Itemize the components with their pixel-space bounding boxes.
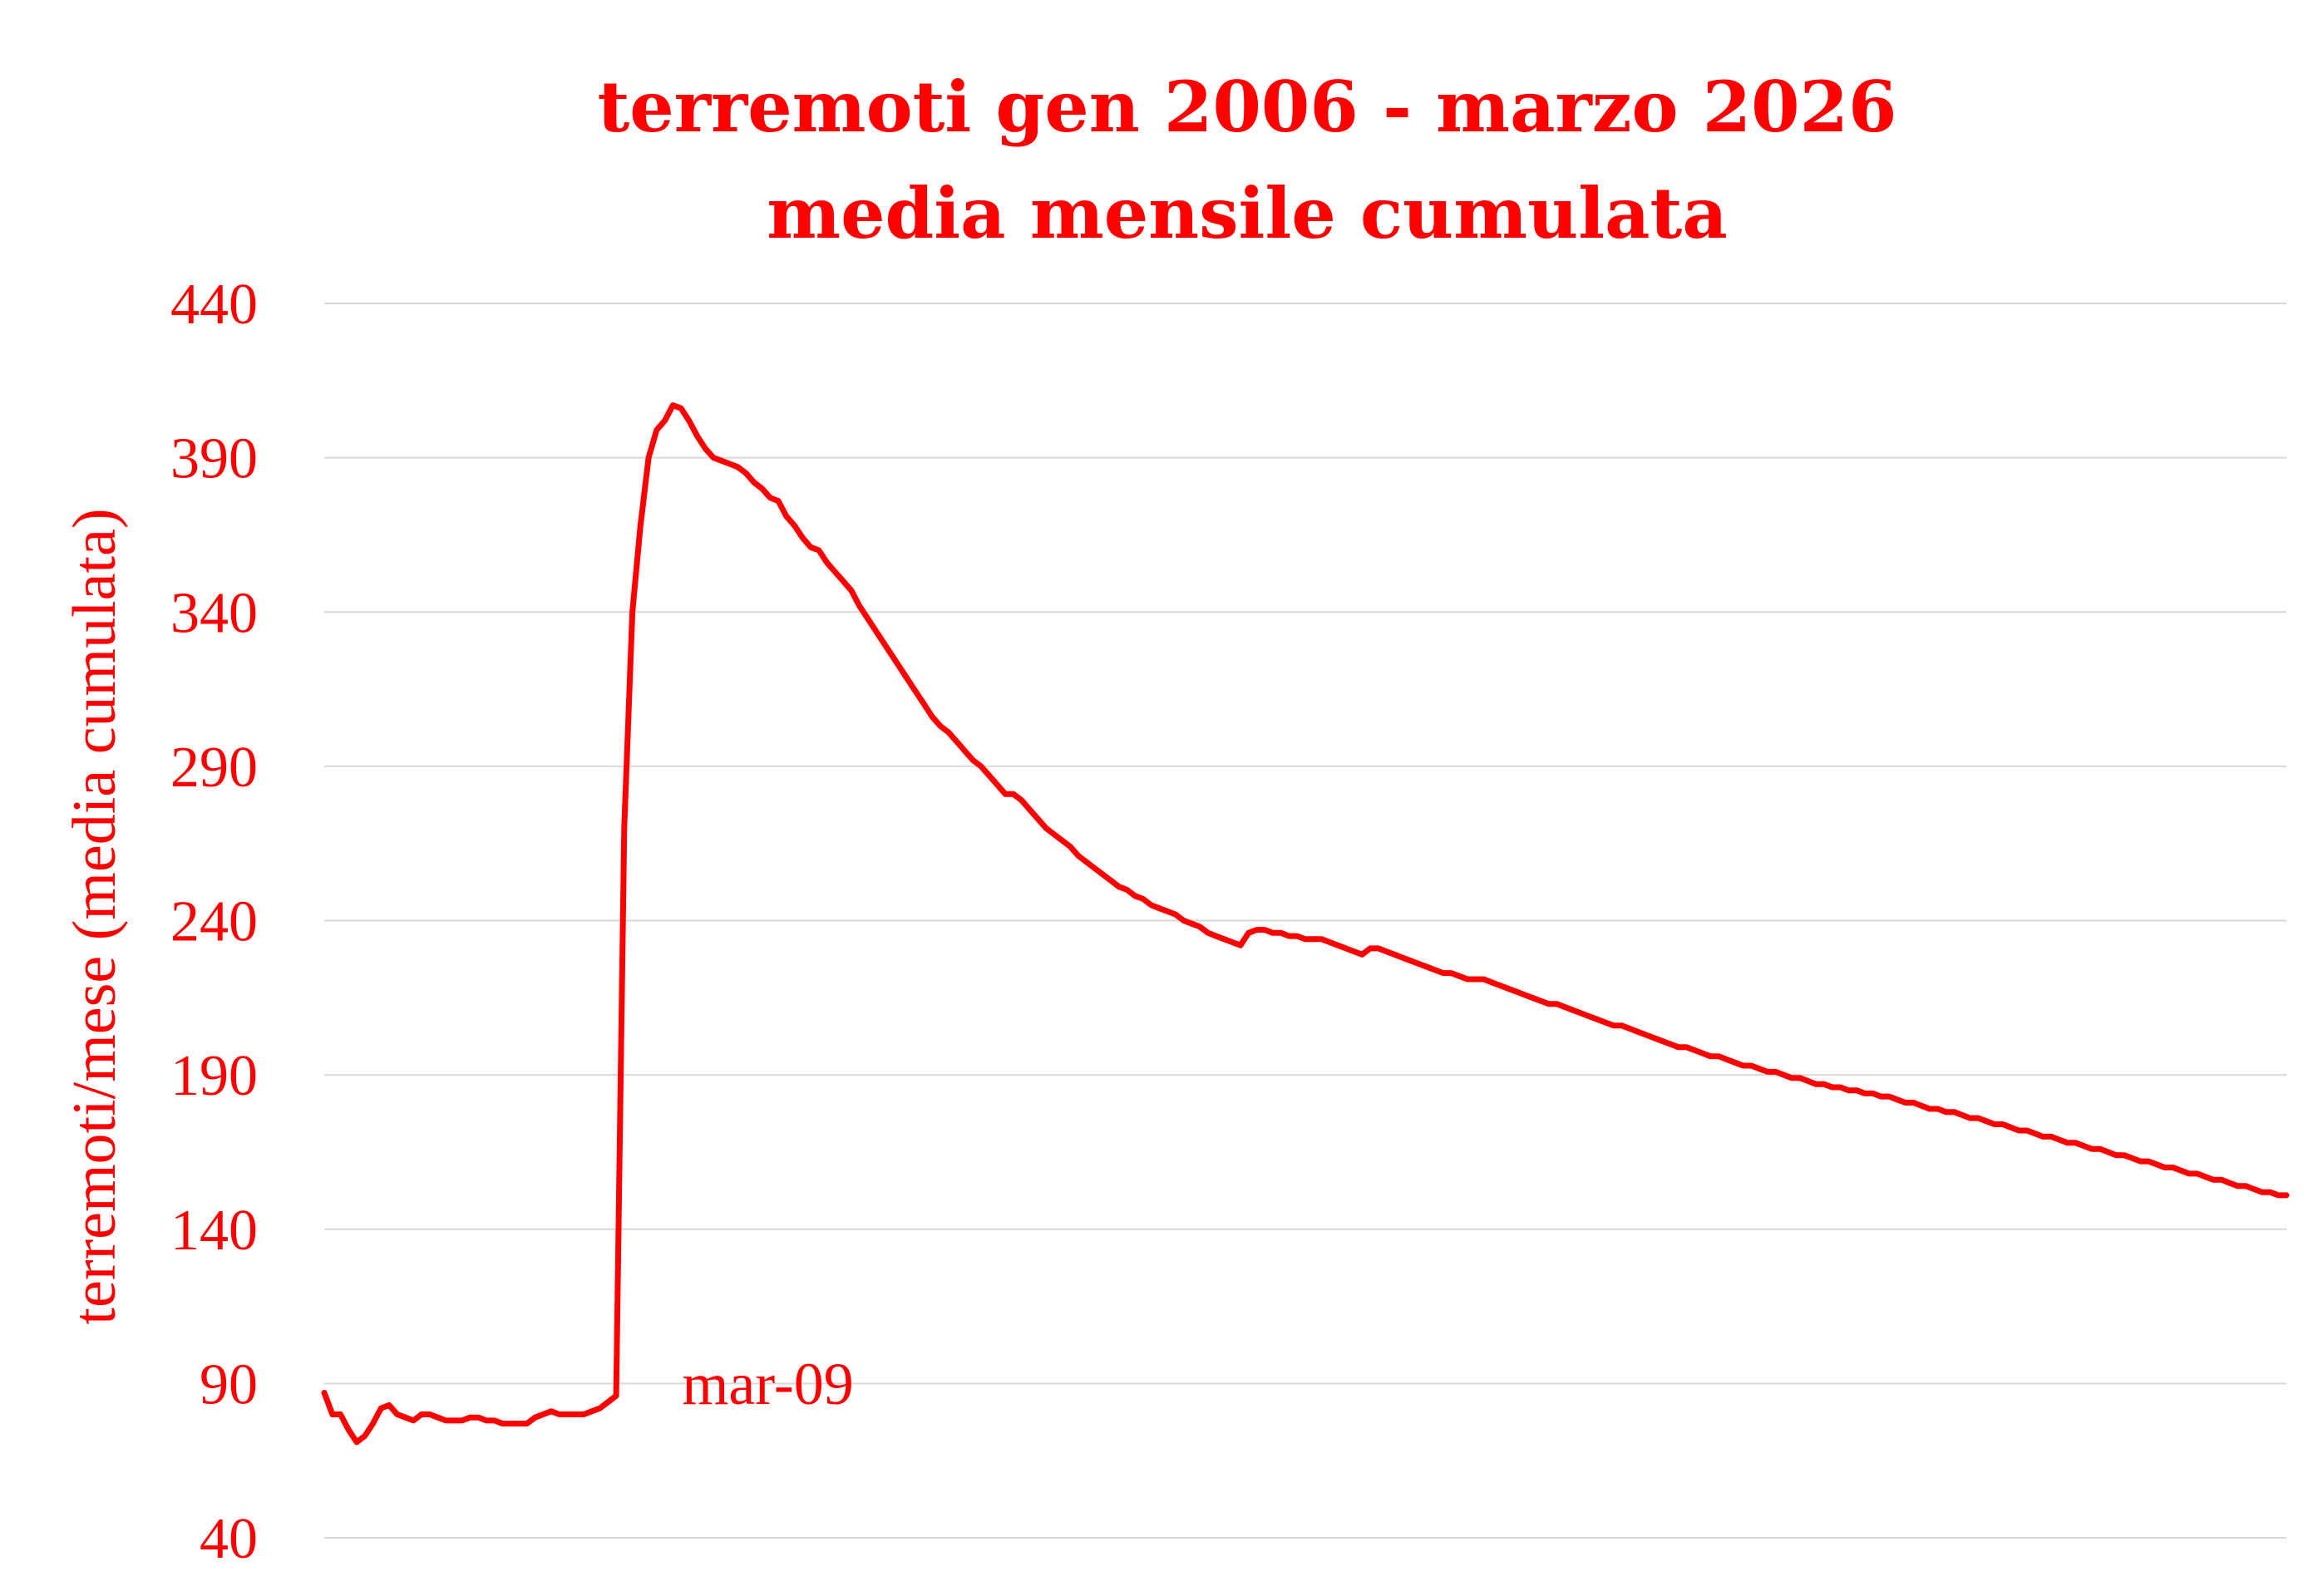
gridlines bbox=[324, 303, 2286, 1539]
annotations: mar-09 bbox=[682, 1351, 853, 1417]
y-tick-label: 290 bbox=[170, 736, 258, 800]
y-tick-label: 190 bbox=[170, 1044, 258, 1108]
series-line bbox=[321, 402, 2290, 1446]
y-tick-label: 40 bbox=[200, 1507, 258, 1571]
chart-title: terremoti gen 2006 - marzo 2026 bbox=[597, 66, 1896, 148]
y-tick-label: 340 bbox=[170, 581, 258, 645]
y-tick-label: 90 bbox=[200, 1352, 258, 1416]
y-tick-label: 140 bbox=[170, 1199, 258, 1263]
y-axis-ticks: 40 90 140 190 240 290 340 390 440 bbox=[170, 273, 258, 1571]
annotation-label: mar-09 bbox=[682, 1351, 853, 1417]
y-tick-label: 440 bbox=[170, 273, 258, 337]
chart-subtitle: media mensile cumulata bbox=[767, 172, 1728, 254]
y-tick-label: 240 bbox=[170, 890, 258, 954]
chart-title-group: terremoti gen 2006 - marzo 2026 media me… bbox=[597, 66, 1896, 254]
y-tick-label: 390 bbox=[170, 427, 258, 491]
series-group bbox=[321, 402, 2290, 1446]
y-axis-label: terremoti/mese (media cumulata) bbox=[61, 508, 129, 1324]
